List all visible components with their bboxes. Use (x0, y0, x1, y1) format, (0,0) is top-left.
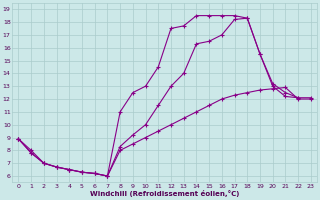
X-axis label: Windchill (Refroidissement éolien,°C): Windchill (Refroidissement éolien,°C) (90, 190, 239, 197)
